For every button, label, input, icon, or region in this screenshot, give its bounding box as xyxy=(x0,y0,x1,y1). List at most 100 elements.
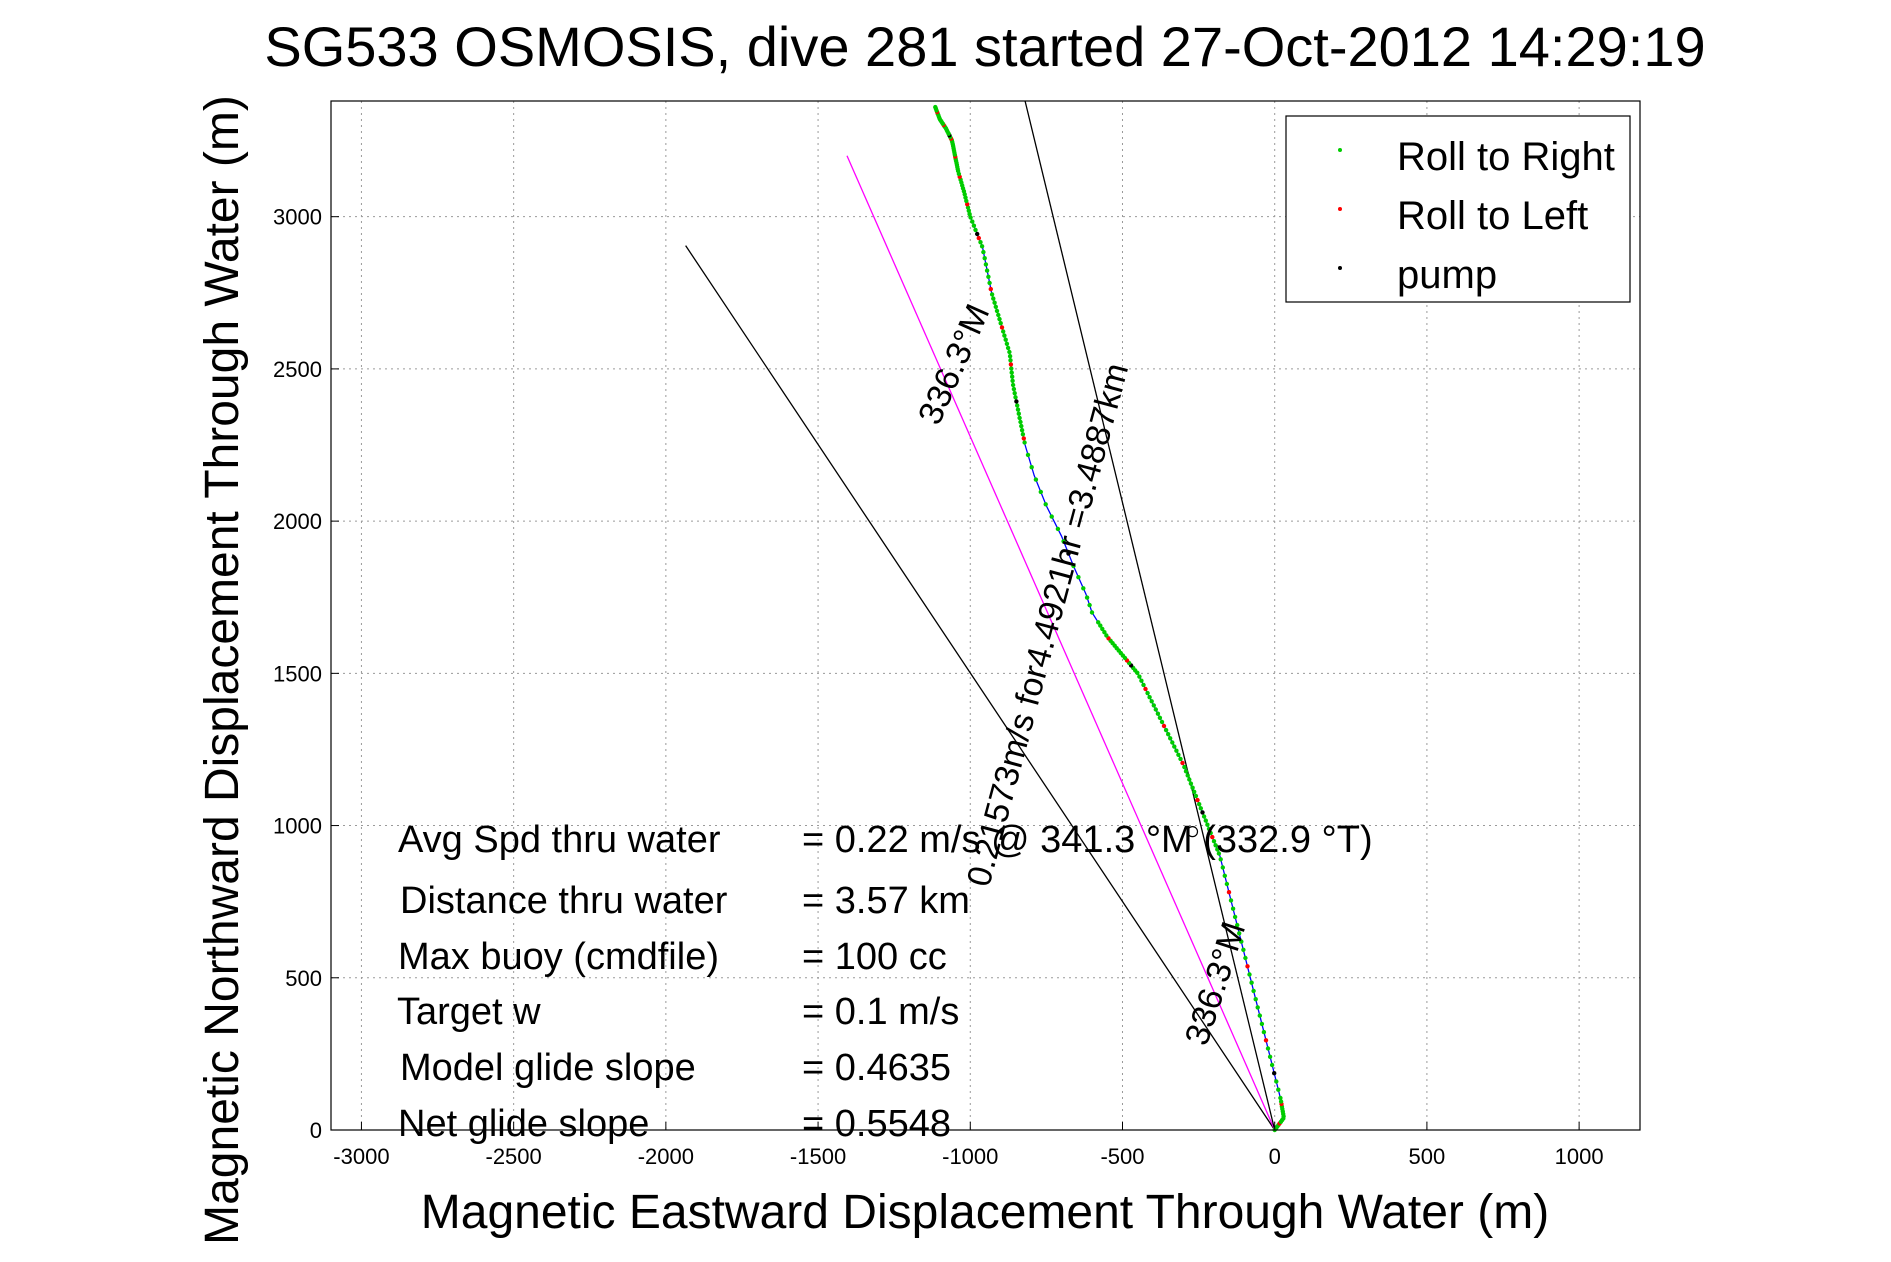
x-tick-label: -2500 xyxy=(486,1144,542,1169)
track-point xyxy=(998,321,1003,326)
track-point xyxy=(1249,980,1254,985)
track-point xyxy=(1185,773,1190,778)
track-point xyxy=(1019,428,1025,433)
track-point xyxy=(966,208,971,213)
track-point xyxy=(1147,695,1152,700)
stat-value: = 0.4635 xyxy=(802,1047,951,1089)
track-point xyxy=(1100,626,1105,632)
reference-line xyxy=(685,245,1276,1131)
track-point xyxy=(1176,752,1181,757)
track-point xyxy=(1205,822,1210,827)
track-point xyxy=(1141,682,1146,688)
dive-track xyxy=(933,104,1286,1133)
y-tick-label: 500 xyxy=(285,966,322,991)
reference-line xyxy=(1024,100,1276,1131)
track-point xyxy=(1019,423,1024,429)
chart-title: SG533 OSMOSIS, dive 281 started 27-Oct-2… xyxy=(264,15,1705,78)
track-point xyxy=(993,304,998,309)
track-point xyxy=(996,312,1001,318)
track-point xyxy=(973,227,978,233)
legend: Roll to Right Roll to Left pump xyxy=(1285,115,1631,303)
track-point xyxy=(1241,947,1246,952)
track-point xyxy=(981,249,986,255)
x-axis-label: Magnetic Eastward Displacement Through W… xyxy=(421,1186,1549,1239)
track-point xyxy=(991,296,996,301)
track-point xyxy=(1007,354,1013,359)
track-point xyxy=(1237,931,1242,936)
track-point xyxy=(1245,964,1250,969)
track-point xyxy=(1104,633,1109,638)
track-point xyxy=(1014,399,1019,404)
track-point xyxy=(986,274,991,279)
track-point xyxy=(1143,686,1148,692)
track-point xyxy=(997,316,1002,322)
track-point xyxy=(1010,374,1015,379)
track-point xyxy=(1102,630,1107,635)
track-point xyxy=(1009,366,1014,371)
track-point xyxy=(976,235,981,241)
track-point xyxy=(1170,740,1175,745)
track-point xyxy=(1018,419,1023,425)
track-point xyxy=(1076,575,1081,580)
track-point xyxy=(1210,834,1215,840)
track-point xyxy=(1087,602,1092,608)
track-point xyxy=(1008,358,1013,363)
track-point xyxy=(1195,797,1200,803)
track-point xyxy=(1235,922,1240,928)
track-point xyxy=(1029,465,1034,470)
track-point xyxy=(1220,865,1226,870)
track-point xyxy=(1033,477,1039,482)
track-point xyxy=(1215,847,1220,852)
track-point xyxy=(1015,403,1020,408)
track-point xyxy=(1071,563,1076,569)
track-point xyxy=(1049,514,1054,519)
track-point xyxy=(1155,711,1161,716)
track-point xyxy=(989,292,995,297)
track-point xyxy=(1168,736,1173,741)
track-point xyxy=(992,300,997,305)
x-tick-label: -1500 xyxy=(790,1144,846,1169)
track-point xyxy=(1218,857,1223,862)
track-point xyxy=(1003,337,1008,342)
track-point xyxy=(1066,551,1071,556)
track-point xyxy=(1243,955,1248,961)
reference-lines xyxy=(685,100,1276,1131)
track-point xyxy=(1255,1005,1260,1010)
stat-value: = 3.57 km xyxy=(802,880,970,922)
track-point xyxy=(987,280,992,286)
track-point xyxy=(1197,802,1202,807)
legend-marker-roll-right xyxy=(1338,148,1342,152)
track-point xyxy=(965,202,970,207)
track-point xyxy=(1259,1021,1265,1027)
track-point xyxy=(1230,906,1236,911)
track-point xyxy=(1182,764,1187,770)
y-tick-label: 1000 xyxy=(273,814,322,839)
track-point xyxy=(1188,781,1194,786)
track-point xyxy=(1251,988,1256,994)
stats-block: Avg Spd thru water = 0.22 m/s @ 341.3 °M… xyxy=(397,819,1373,1145)
track-point xyxy=(1043,502,1048,507)
track-point xyxy=(968,215,973,220)
track-point xyxy=(1016,411,1021,416)
track-point xyxy=(1004,341,1010,346)
track-point xyxy=(1226,890,1232,895)
track-point xyxy=(1224,881,1230,887)
x-tick-label: 500 xyxy=(1409,1144,1446,1169)
track-point xyxy=(1020,432,1026,437)
track-point xyxy=(1228,898,1234,903)
track-point xyxy=(1137,674,1142,679)
track-point xyxy=(1025,452,1031,458)
track-point xyxy=(1278,1095,1283,1101)
track-point xyxy=(1200,810,1205,815)
track-point xyxy=(1084,595,1090,600)
track-point xyxy=(967,211,972,217)
track-point xyxy=(1161,723,1167,729)
legend-box xyxy=(1285,115,1631,303)
y-tick-label: 3000 xyxy=(273,205,322,230)
legend-label: pump xyxy=(1397,253,1497,297)
y-axis-label: Magnetic Northward Displacement Through … xyxy=(196,95,249,1245)
track-point xyxy=(978,240,983,245)
track-point xyxy=(988,286,993,292)
track-point xyxy=(1012,391,1017,396)
reference-line xyxy=(846,155,1276,1131)
